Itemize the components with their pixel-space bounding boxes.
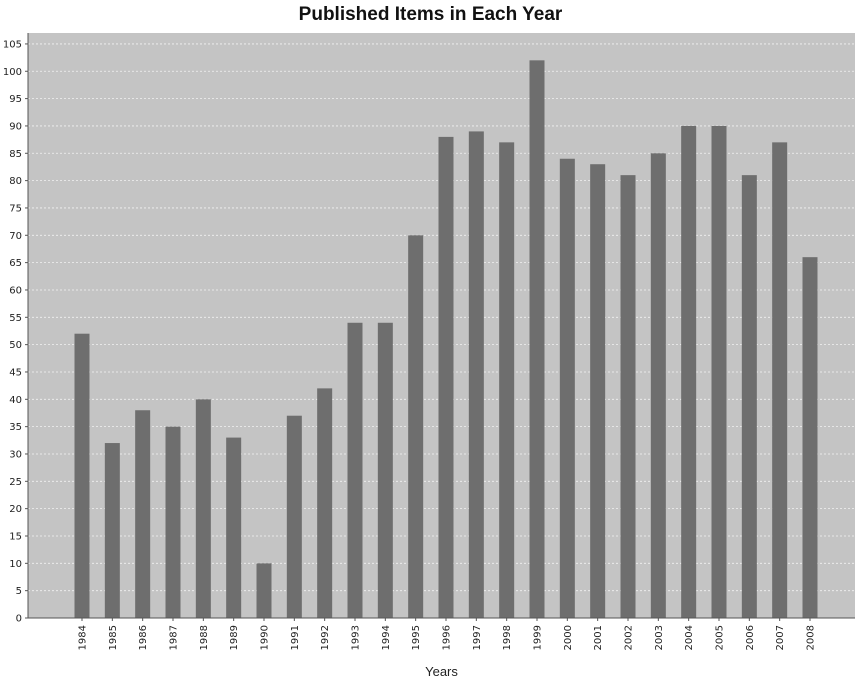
x-tick-label-1997: 1997: [472, 625, 483, 650]
y-tick-label-1: 5: [16, 586, 22, 597]
y-tick-label-9: 45: [9, 367, 22, 378]
bar-1989: [226, 437, 242, 618]
bar-1984: [74, 333, 90, 618]
bar-2008: [802, 257, 818, 618]
y-tick-label-17: 85: [9, 149, 22, 160]
bar-2000: [559, 158, 575, 618]
y-tick-label-15: 75: [9, 203, 22, 214]
x-tick-label-2005: 2005: [715, 625, 726, 650]
x-tick-label-1987: 1987: [169, 625, 180, 650]
chart-title: Published Items in Each Year: [298, 4, 563, 25]
bar-1992: [317, 388, 333, 618]
bar-2003: [650, 153, 666, 618]
y-tick-label-11: 55: [9, 313, 22, 324]
y-tick-label-20: 100: [3, 67, 22, 78]
x-tick-label-1985: 1985: [108, 625, 119, 650]
bar-1988: [195, 399, 211, 618]
bars: [74, 60, 818, 619]
x-axis-title: Years: [425, 664, 458, 679]
x-tick-label-1989: 1989: [229, 625, 240, 650]
y-tick-label-0: 0: [16, 614, 22, 625]
x-tick-label-1998: 1998: [502, 625, 513, 650]
x-tick-label-1988: 1988: [199, 625, 210, 650]
bar-2004: [681, 125, 697, 619]
x-tick-label-2004: 2004: [684, 625, 695, 650]
x-tick-label-2006: 2006: [745, 625, 756, 650]
x-tick-label-1986: 1986: [138, 625, 149, 650]
x-tick-label-2000: 2000: [563, 625, 574, 650]
bar-1998: [499, 142, 515, 618]
x-tick-label-1992: 1992: [320, 625, 331, 650]
bar-2005: [711, 125, 727, 619]
y-tick-label-7: 35: [9, 422, 22, 433]
y-tick-label-12: 60: [9, 285, 22, 296]
y-tick-label-13: 65: [9, 258, 22, 269]
x-tick-label-1993: 1993: [351, 625, 362, 650]
x-tick-label-1994: 1994: [381, 625, 392, 650]
x-tick-label-1996: 1996: [442, 625, 453, 650]
y-tick-label-3: 15: [9, 531, 22, 542]
y-tick-label-8: 40: [9, 395, 22, 406]
y-tick-label-4: 20: [9, 504, 22, 515]
bar-1997: [468, 131, 484, 619]
y-tick-label-18: 90: [9, 121, 22, 132]
x-tick-label-2002: 2002: [624, 625, 635, 650]
x-tick-label-2001: 2001: [593, 625, 604, 650]
x-tick-label-1984: 1984: [78, 625, 89, 650]
bar-1987: [165, 426, 181, 618]
y-tick-label-16: 80: [9, 176, 22, 187]
x-tick-label-2003: 2003: [654, 625, 665, 650]
y-tick-labels: 0 5 10 15 20 25 30 35 40 45 50 55 60 65 70 75 80 85 90 95 10…: [3, 39, 28, 625]
bar-2006: [741, 175, 757, 618]
x-tick-label-1991: 1991: [290, 625, 301, 650]
bar-1993: [347, 322, 363, 618]
y-tick-label-14: 70: [9, 231, 22, 242]
x-tick-label-1995: 1995: [411, 625, 422, 650]
x-tick-labels: 1984 1985 1986 1987 1988 1989 1990 1991 1992 1993…: [78, 618, 817, 650]
x-tick-label-2007: 2007: [775, 625, 786, 650]
x-tick-label-1990: 1990: [260, 625, 271, 650]
y-tick-label-21: 105: [3, 39, 22, 50]
bar-2002: [620, 175, 636, 618]
bar-1985: [104, 443, 120, 618]
y-tick-label-19: 95: [9, 94, 22, 105]
y-tick-label-10: 50: [9, 340, 22, 351]
bar-1986: [135, 410, 151, 618]
bar-1996: [438, 136, 454, 618]
bar-1995: [408, 235, 424, 618]
bar-1991: [286, 415, 302, 618]
bar-1994: [377, 322, 393, 618]
x-tick-label-2008: 2008: [806, 625, 817, 650]
y-tick-label-6: 30: [9, 449, 22, 460]
y-tick-label-2: 10: [9, 559, 22, 570]
bar-2007: [772, 142, 788, 618]
bar-1999: [529, 60, 545, 619]
bar-1990: [256, 563, 272, 618]
y-tick-label-5: 25: [9, 477, 22, 488]
x-tick-label-1999: 1999: [533, 625, 544, 650]
bar-2001: [590, 164, 606, 618]
